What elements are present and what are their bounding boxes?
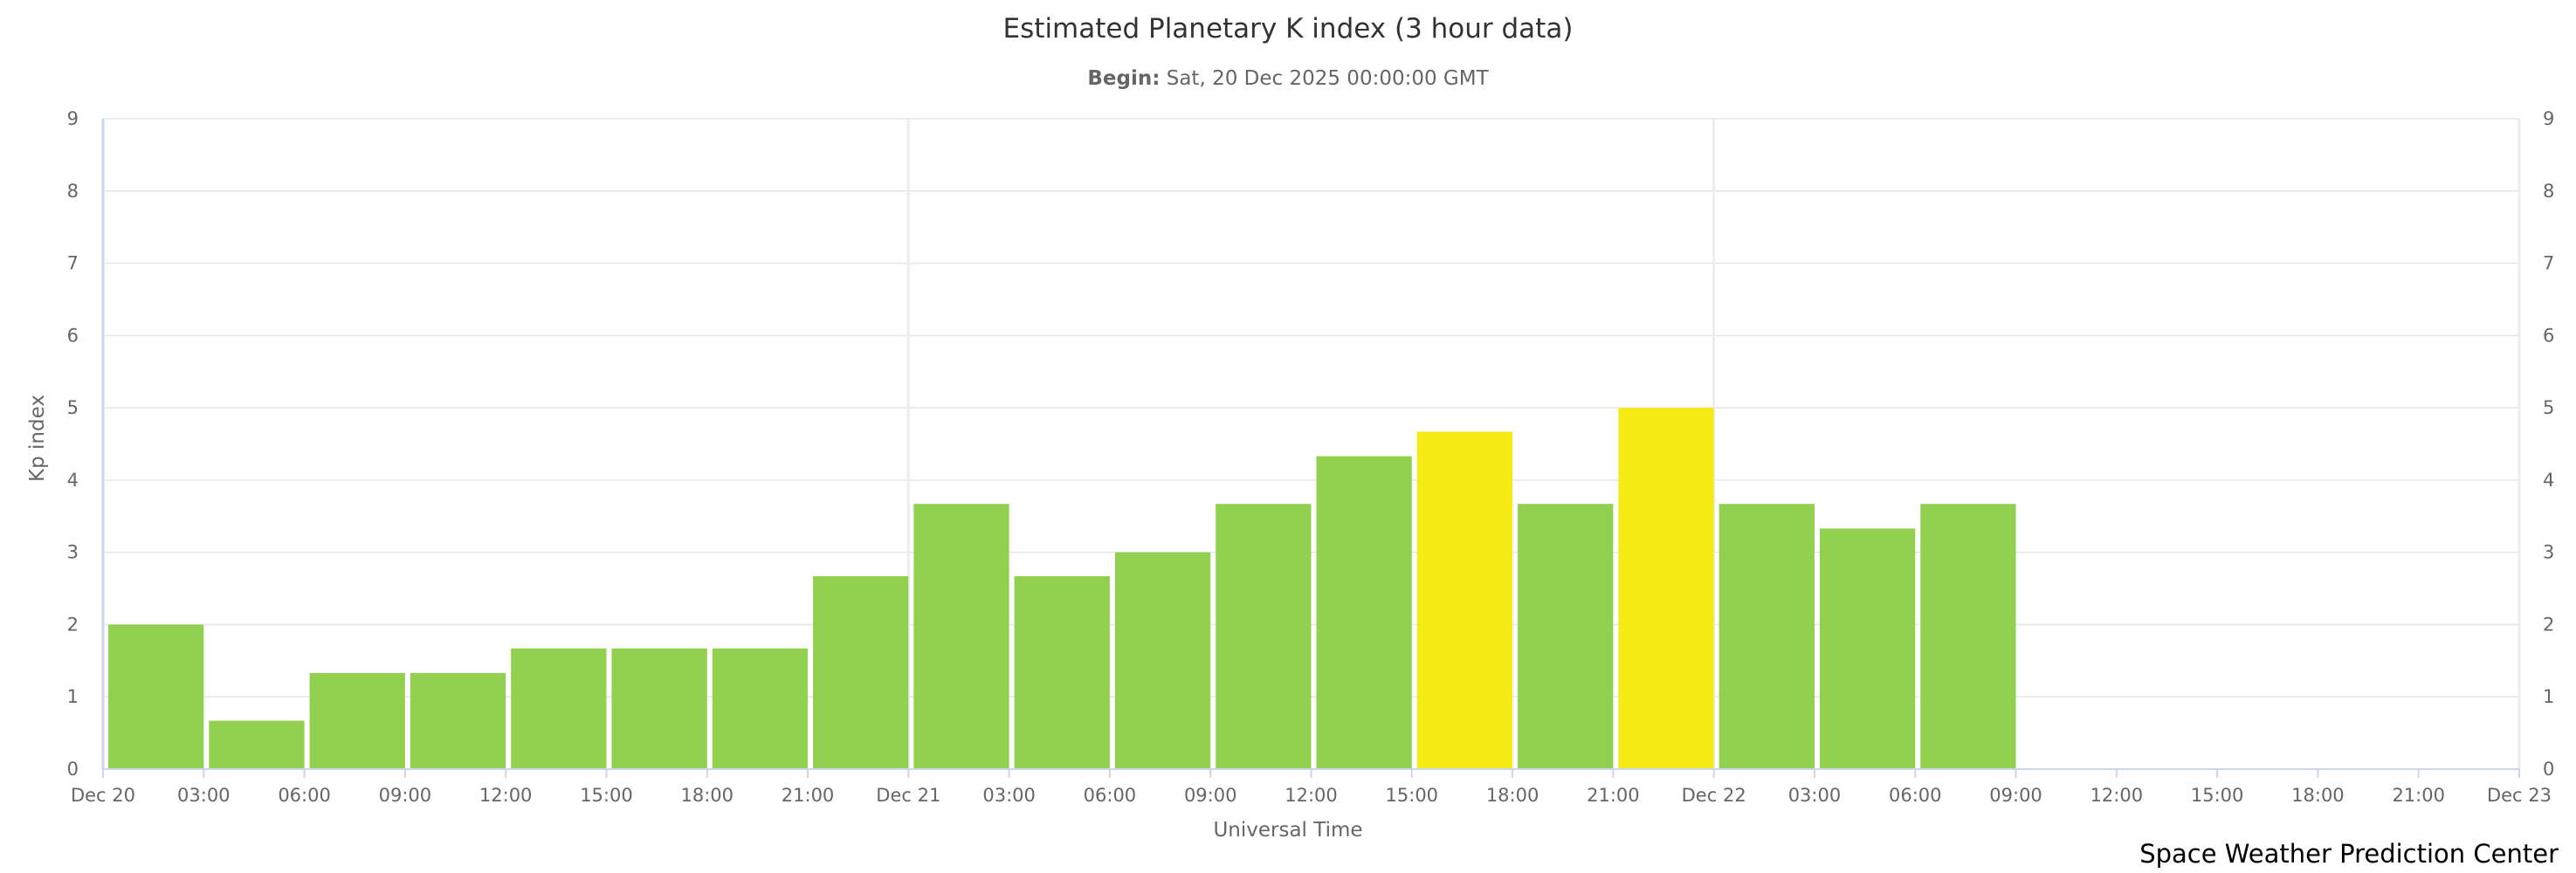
y-tick-label: 1 xyxy=(67,686,79,707)
x-tick-label: 06:00 xyxy=(1889,785,1942,806)
x-tick-label: 06:00 xyxy=(278,785,331,806)
y-axis-title: Kp index xyxy=(26,395,49,482)
x-tick-label: 03:00 xyxy=(982,785,1036,806)
x-tick-label: 12:00 xyxy=(2090,785,2144,806)
x-tick-label: 09:00 xyxy=(1989,785,2042,806)
kp-bar xyxy=(511,648,607,769)
y-tick-label: 8 xyxy=(67,181,79,202)
x-tick-label: 06:00 xyxy=(1084,785,1137,806)
y-tick-label-right: 7 xyxy=(2543,253,2554,274)
y-tick-label: 2 xyxy=(67,614,79,635)
subtitle-label: Begin: xyxy=(1087,67,1160,90)
kp-bar xyxy=(1718,504,1815,769)
x-tick-label: Dec 22 xyxy=(1682,785,1746,806)
kp-bar xyxy=(1618,408,1714,769)
x-tick-label: 15:00 xyxy=(580,785,633,806)
chart-title: Estimated Planetary K index (3 hour data… xyxy=(1003,13,1574,45)
kp-bar xyxy=(1014,575,1110,769)
y-tick-label-right: 3 xyxy=(2543,542,2554,563)
x-axis-title: Universal Time xyxy=(1213,819,1362,842)
x-tick-label: 18:00 xyxy=(680,785,734,806)
x-tick-label: 09:00 xyxy=(379,785,432,806)
y-tick-label: 0 xyxy=(67,759,79,780)
kp-bar xyxy=(611,648,707,769)
y-tick-label-right: 8 xyxy=(2543,181,2554,202)
y-tick-label-right: 4 xyxy=(2543,470,2554,491)
kp-bar xyxy=(1920,504,2016,769)
x-tick-label: 12:00 xyxy=(479,785,533,806)
x-tick-label: Dec 23 xyxy=(2487,785,2552,806)
x-tick-label: 21:00 xyxy=(2392,785,2445,806)
subtitle-value: Sat, 20 Dec 2025 00:00:00 GMT xyxy=(1167,67,1490,90)
y-tick-label: 6 xyxy=(67,325,79,346)
y-tick-label: 3 xyxy=(67,542,79,563)
x-tick-label: 21:00 xyxy=(1587,785,1640,806)
x-tick-label: Dec 21 xyxy=(876,785,940,806)
x-tick-label: 18:00 xyxy=(1486,785,1539,806)
axes-layer: 0 0 1 1 2 2 3 3 4 4 5 5 6 6 7 7 8 8 9 9 Dec 20 03:00 06:00 09:0… xyxy=(67,108,2555,806)
y-tick-label: 7 xyxy=(67,253,79,274)
y-tick-label: 5 xyxy=(67,397,79,418)
kp-bar xyxy=(813,575,909,769)
chart-subtitle: Begin: Sat, 20 Dec 2025 00:00:00 GMT xyxy=(1087,67,1489,90)
kp-bar xyxy=(108,624,204,769)
kp-bar xyxy=(1316,456,1412,769)
y-tick-label-right: 6 xyxy=(2543,325,2554,346)
kp-bar xyxy=(1416,431,1513,769)
kp-bar xyxy=(1518,504,1614,769)
x-tick-label: 09:00 xyxy=(1184,785,1237,806)
x-tick-label: 03:00 xyxy=(177,785,231,806)
y-tick-label: 4 xyxy=(67,470,79,491)
x-tick-label: 21:00 xyxy=(782,785,835,806)
kp-bar xyxy=(913,504,1009,769)
bars-layer xyxy=(108,408,2016,769)
x-tick-label: 18:00 xyxy=(2291,785,2345,806)
x-tick-label: 15:00 xyxy=(2191,785,2244,806)
x-tick-label: 12:00 xyxy=(1285,785,1338,806)
kp-bar xyxy=(1819,528,1916,769)
y-tick-label-right: 5 xyxy=(2543,397,2554,418)
y-tick-label-right: 9 xyxy=(2543,108,2554,129)
y-tick-label: 9 xyxy=(67,108,79,129)
kp-bar xyxy=(209,720,305,769)
x-tick-label: Dec 20 xyxy=(71,785,135,806)
y-tick-label-right: 2 xyxy=(2543,614,2554,635)
kp-bar xyxy=(1114,552,1211,769)
x-tick-label: 15:00 xyxy=(1386,785,1439,806)
grid-layer xyxy=(103,118,2521,769)
y-tick-label-right: 1 xyxy=(2543,686,2554,707)
y-tick-label-right: 0 xyxy=(2543,759,2554,780)
kp-bar xyxy=(309,672,405,769)
x-tick-label: 03:00 xyxy=(1788,785,1842,806)
kp-bar xyxy=(1216,504,1312,769)
chart-credit: Space Weather Prediction Center xyxy=(2139,839,2559,869)
kp-bar xyxy=(712,648,809,769)
kp-bar xyxy=(410,672,506,769)
